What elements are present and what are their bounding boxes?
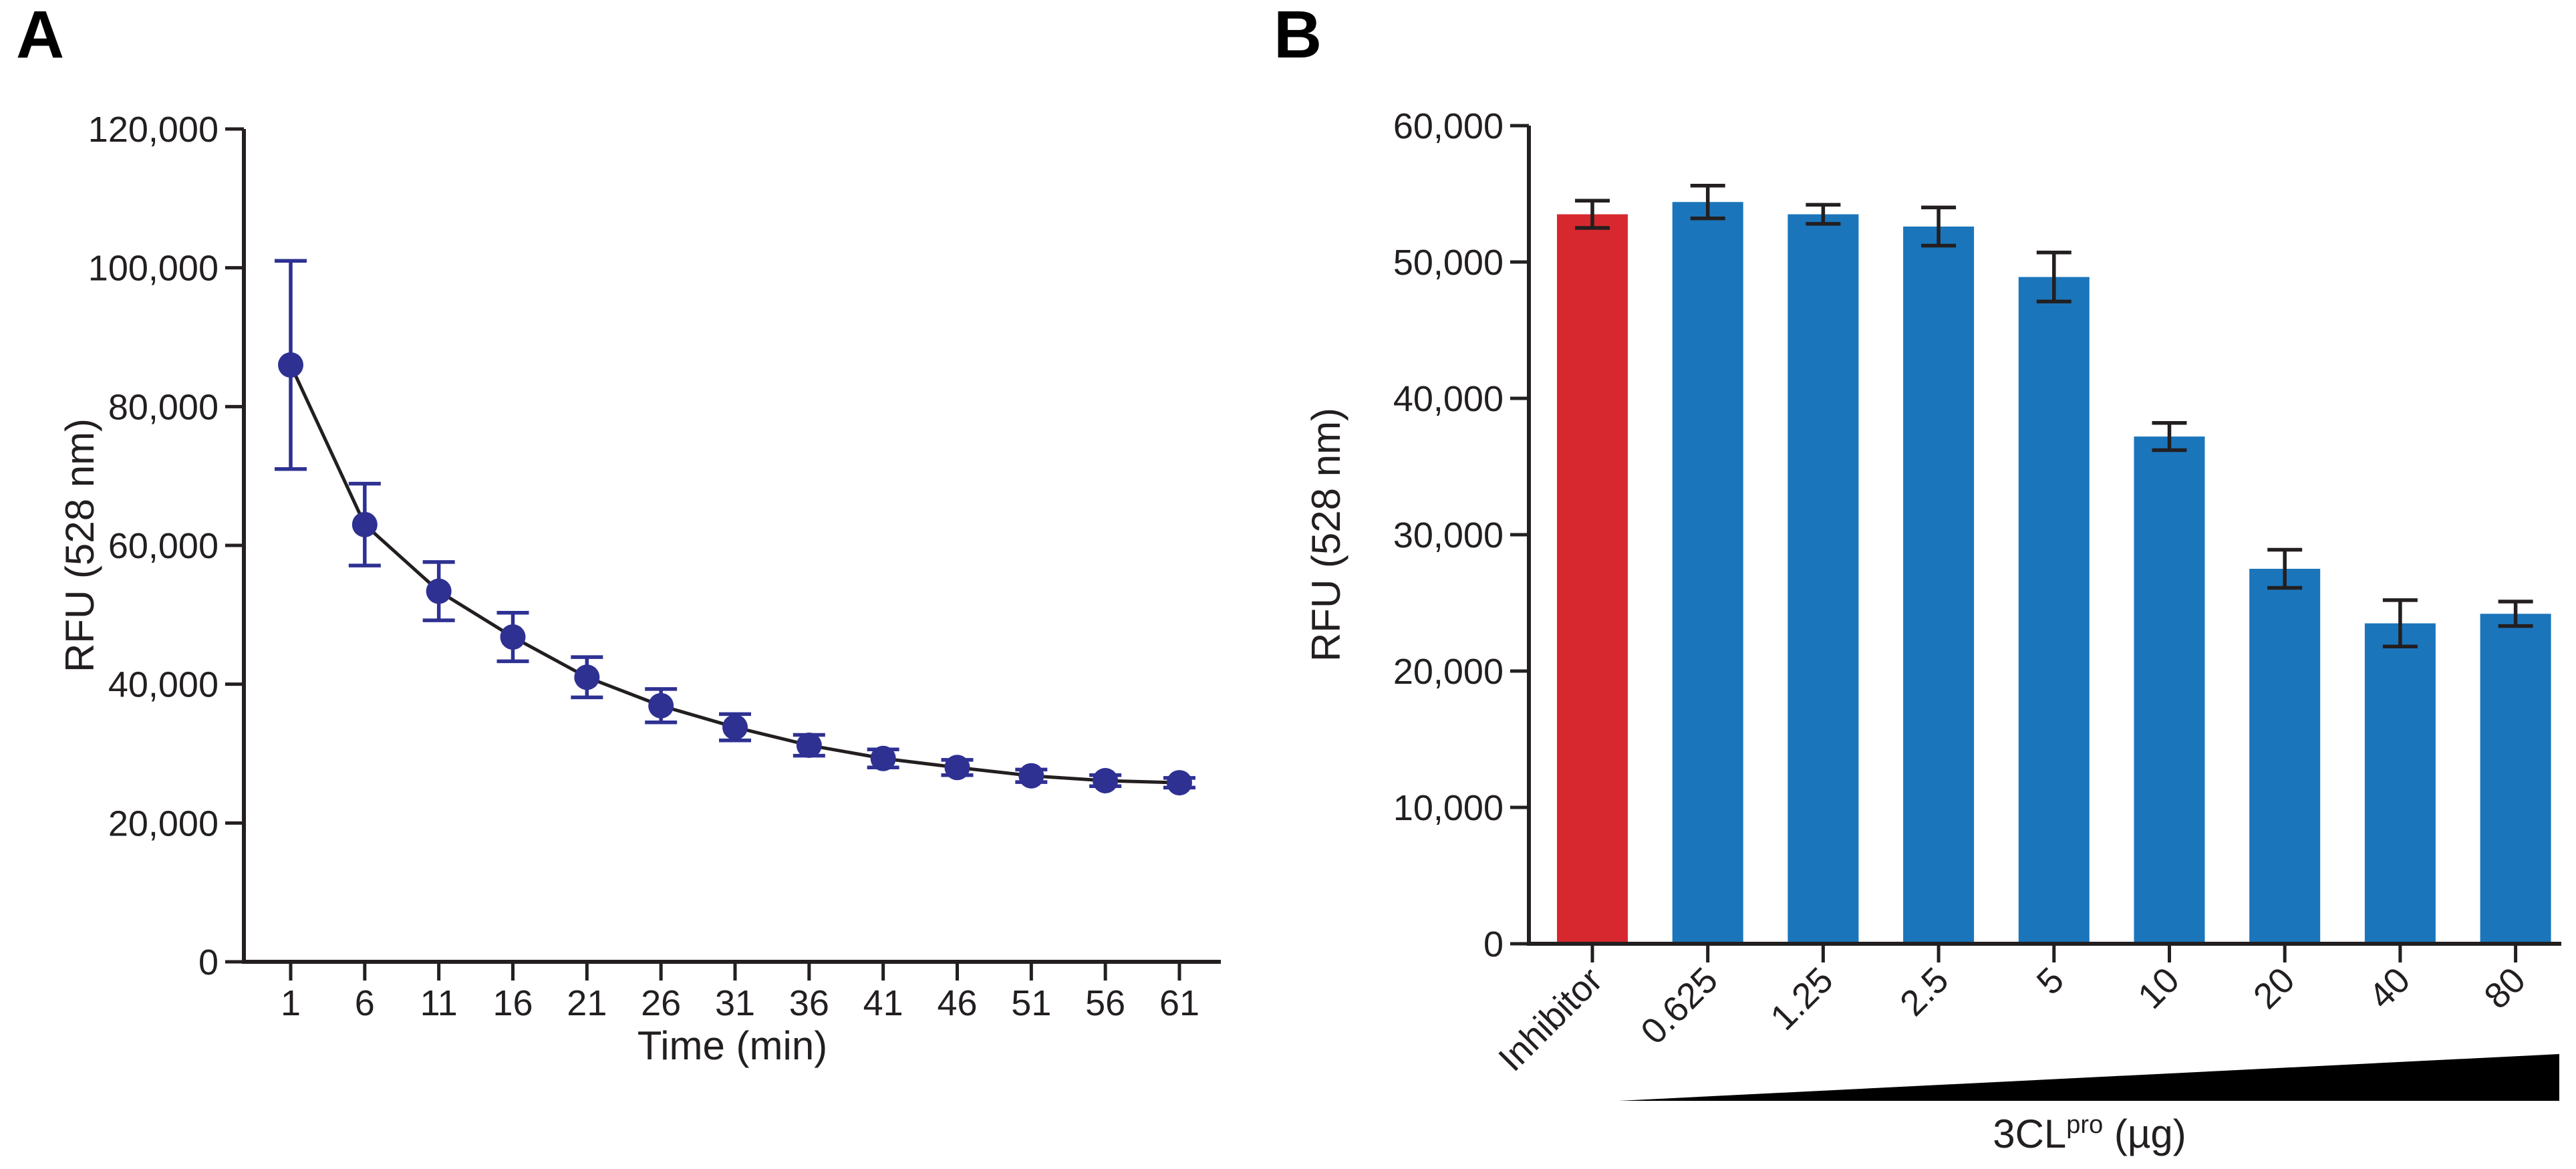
panel-b-y-tick-label: 10,000: [1393, 788, 1504, 828]
panel-b-y-tick-label: 40,000: [1393, 379, 1504, 419]
panel-b-category-label: 2.5: [1892, 960, 1957, 1024]
panel-b-category-label: 80: [2476, 960, 2533, 1017]
panel-b-error-bar: [1806, 203, 1841, 226]
panel-b-label: B: [1274, 0, 1322, 72]
panel-b-error-bar: [1575, 199, 1610, 230]
panel-b-y-tick-label: 0: [1483, 924, 1504, 964]
panel-a-x-axis-title: Time (min): [637, 1023, 827, 1068]
panel-b-error-bar: [2498, 600, 2533, 628]
panel-a-x-tick-label: 6: [355, 983, 375, 1023]
panel-b-y-tick-label: 50,000: [1393, 243, 1504, 283]
panel-b-bar: [2364, 623, 2436, 944]
panel-b-bar: [1787, 214, 1859, 944]
panel-b-bar-inhibitor: [1557, 214, 1628, 944]
panel-a-x-tick-label: 31: [715, 983, 755, 1023]
panel-a-data-point: [1018, 763, 1044, 789]
panel-b-y-tick-label: 30,000: [1393, 515, 1504, 555]
panel-b-category-label: 20: [2246, 960, 2303, 1017]
panel-b-error-bar: [1690, 184, 1725, 221]
panel-a-x-tick-label: 46: [937, 983, 977, 1023]
panel-a-data-point: [574, 664, 600, 690]
panel-a-data-point: [796, 733, 822, 759]
panel-a-x-tick-label: 51: [1011, 983, 1051, 1023]
panel-b-y-axis-title: RFU (528 nm): [1304, 408, 1348, 662]
panel-b-x-axis-title: 3CLpro (µg): [1993, 1111, 2186, 1156]
panel-b-category-label: 40: [2361, 960, 2418, 1017]
panel-b-bar: [2134, 436, 2205, 944]
panel-a-x-tick-label: 1: [281, 983, 301, 1023]
panel-a-y-tick-label: 120,000: [88, 110, 219, 150]
panel-a-data-point: [426, 578, 452, 604]
panel-a-data-point: [722, 715, 748, 741]
panel-a-x-tick-label: 11: [420, 983, 458, 1023]
panel-b-bar: [2249, 569, 2321, 944]
panel-a-x-tick-label: 26: [641, 983, 681, 1023]
panel-a-x-tick-label: 56: [1085, 983, 1125, 1023]
panel-a-data-point: [1167, 770, 1192, 796]
panel-b-bar: [1903, 226, 1975, 944]
panel-b-concentration-wedge: [1619, 1054, 2559, 1101]
panel-a-y-tick-label: 20,000: [108, 803, 219, 843]
panel-a-data-point: [944, 755, 970, 781]
panel-b-error-bar: [2382, 598, 2418, 649]
panel-a-data-point: [500, 624, 526, 650]
panel-a-y-tick-label: 60,000: [108, 526, 219, 566]
panel-b-y-tick-label: 60,000: [1393, 106, 1504, 146]
panel-a-y-tick-label: 100,000: [88, 249, 219, 289]
panel-b-error-bar: [1921, 205, 1957, 248]
panel-b-category-label: 1.25: [1763, 960, 1841, 1038]
panel-b-error-bar: [2152, 420, 2187, 452]
panel-a-data-point: [351, 511, 378, 537]
panel-a-y-tick-label: 80,000: [108, 387, 219, 427]
panel-a-data-point: [278, 352, 303, 378]
panel-a-x-tick-label: 16: [492, 983, 533, 1023]
panel-b-bar: [1672, 202, 1743, 944]
panel-b-category-label: 5: [2029, 960, 2072, 1003]
panel-a-y-axis-title: RFU (528 nm): [57, 418, 102, 672]
panel-a-y-tick-label: 0: [198, 942, 219, 983]
panel-a-x-tick-label: 41: [863, 983, 903, 1023]
panel-b-category-label: 10: [2130, 960, 2187, 1017]
panel-a-data-point: [1093, 767, 1119, 793]
panel-a-data-point: [648, 692, 674, 719]
panel-b-category-label: 0.625: [1633, 960, 1725, 1052]
panel-a-x-tick-label: 21: [567, 983, 607, 1023]
panel-a-x-tick-label: 36: [789, 983, 829, 1023]
panel-a-data-point: [870, 745, 896, 771]
panel-a-label: A: [16, 0, 65, 72]
panel-a-y-tick-label: 40,000: [108, 665, 219, 705]
panel-b-error-bar: [2267, 547, 2303, 590]
panel-b-bar: [2018, 277, 2090, 944]
panel-b-category-label: Inhibitor: [1491, 960, 1610, 1079]
panel-b-error-bar: [2036, 250, 2071, 303]
panel-b-bar: [2480, 614, 2551, 944]
panel-b-y-tick-label: 20,000: [1393, 652, 1504, 692]
panel-a-x-tick-label: 61: [1159, 983, 1199, 1023]
